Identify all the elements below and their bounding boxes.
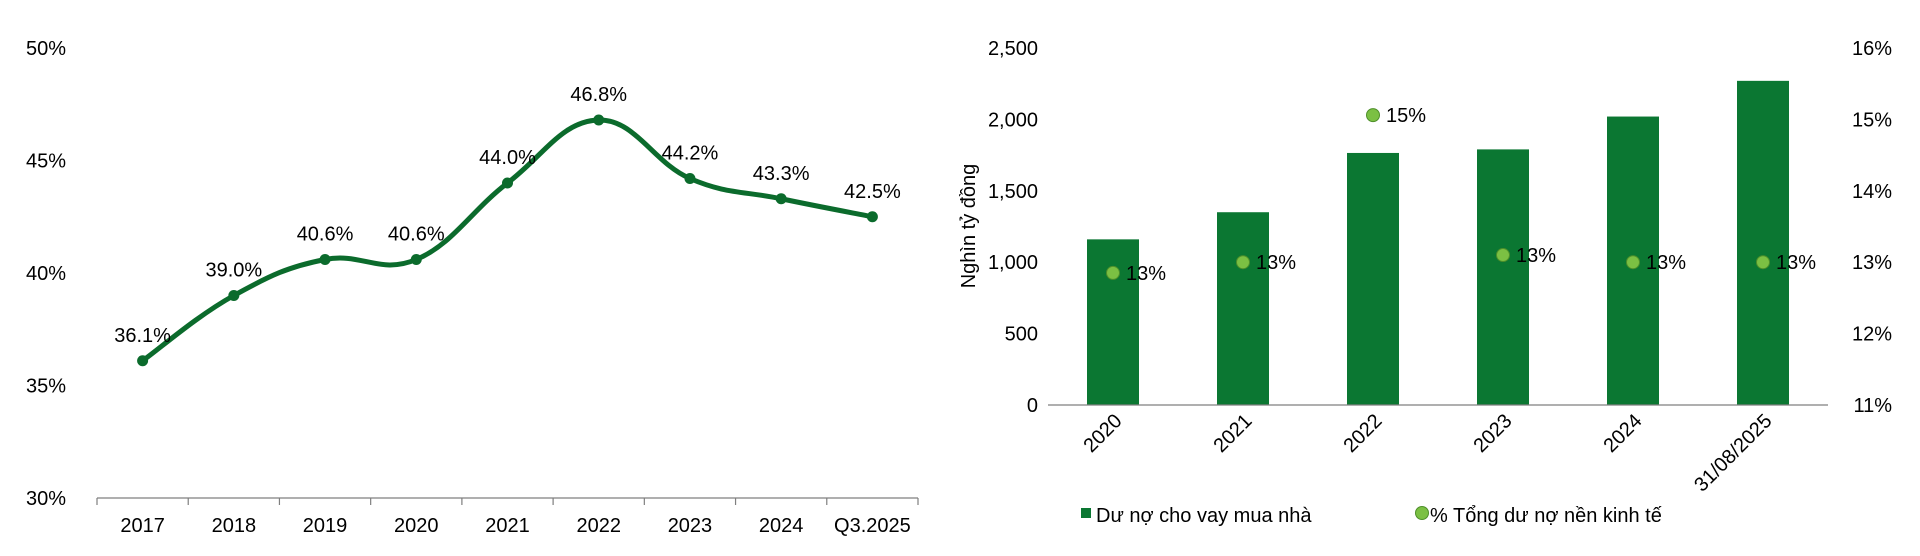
y-tick-label: 1,500 (988, 181, 1038, 203)
data-label: 44.2% (662, 143, 719, 165)
y-tick-label: 2,000 (988, 109, 1038, 131)
x-tick-label: 2023 (668, 515, 713, 537)
scatter-point (1366, 108, 1380, 123)
x-tick-label: 2022 (1340, 410, 1387, 457)
data-label: 36.1% (114, 325, 171, 347)
y-tick-label: 500 (1005, 324, 1038, 346)
y2-tick-label: 14% (1852, 181, 1892, 203)
x-tick-label: 2022 (576, 515, 621, 537)
legend: Dư nợ cho vay mua nhà % Tổng dư nợ nền k… (1081, 505, 1662, 527)
y-tick-label: 50% (26, 38, 66, 60)
scatter-point (1756, 255, 1770, 270)
data-point (502, 177, 513, 189)
x-tick-label: 2017 (120, 515, 165, 537)
scatter-label: 15% (1386, 105, 1426, 127)
y-tick-label: 2,500 (988, 38, 1038, 60)
y2-tick-label: 11% (1853, 395, 1892, 417)
data-label: 39.0% (205, 260, 262, 282)
scatter-point (1496, 248, 1510, 263)
x-tick-label: 2023 (1470, 410, 1517, 457)
y2-tick-label: 13% (1852, 252, 1892, 274)
data-point (228, 290, 240, 301)
scatter-point (1236, 255, 1250, 270)
y2-tick-label: 16% (1852, 38, 1892, 60)
bar (1737, 80, 1789, 406)
y-tick-label: 1,000 (988, 252, 1038, 274)
y-tick-label: 35% (26, 376, 66, 398)
data-point (410, 254, 422, 265)
legend-swatch-share (1415, 506, 1429, 520)
data-label: 46.8% (570, 84, 627, 106)
y-tick-label: 0 (1027, 395, 1038, 417)
data-point (684, 173, 696, 184)
data-point (775, 193, 787, 205)
scatter-label: 13% (1256, 252, 1296, 274)
y-tick-label: 45% (26, 151, 66, 173)
data-point (866, 211, 878, 223)
legend-swatch-loans (1081, 508, 1091, 518)
legend-label-share: % Tổng dư nợ nền kinh tế (1430, 505, 1662, 527)
scatter-label: 13% (1776, 252, 1816, 274)
x-tick-label: 2024 (1600, 410, 1647, 457)
legend-label-loans: Dư nợ cho vay mua nhà (1096, 505, 1312, 527)
data-point (319, 254, 331, 265)
bar (1477, 149, 1529, 405)
x-tick-label: 2019 (303, 515, 348, 537)
scatter-label: 13% (1516, 245, 1556, 267)
y-axis-title: Nghìn tỷ đồng (958, 164, 980, 289)
x-tick-label: 2024 (759, 515, 804, 537)
bar-chart: Dư nợ cho vay mua nhà % Tổng dư nợ nền k… (958, 38, 1892, 527)
y-tick-label: 40% (26, 263, 66, 285)
data-label: 40.6% (388, 224, 445, 246)
scatter-point (1626, 255, 1640, 270)
x-tick-label: 2021 (1210, 410, 1257, 457)
data-label: 43.3% (753, 163, 810, 185)
x-tick-label: Q3.2025 (834, 515, 911, 537)
scatter-label: 13% (1646, 252, 1686, 274)
x-tick-label: 31/08/2025 (1690, 410, 1776, 496)
data-point (593, 114, 605, 126)
x-tick-label: 2020 (1080, 410, 1127, 457)
x-tick-label: 2020 (394, 515, 439, 537)
x-tick-label: 2021 (485, 515, 530, 537)
bar (1217, 212, 1269, 405)
line-chart: 30% 35% 40% 45% 50% 2017 2018 2019 2020 2021 2022 2… (26, 38, 919, 537)
data-label: 42.5% (844, 181, 901, 203)
scatter-point (1106, 265, 1120, 280)
y2-tick-label: 15% (1852, 109, 1892, 131)
data-point (137, 355, 149, 367)
x-tick-label: 2018 (212, 515, 257, 537)
scatter-label: 13% (1126, 263, 1166, 285)
bar (1347, 152, 1399, 405)
data-label: 40.6% (297, 224, 354, 246)
y-tick-label: 30% (26, 488, 66, 510)
data-label: 44.0% (479, 147, 536, 169)
y2-tick-label: 12% (1852, 324, 1892, 346)
